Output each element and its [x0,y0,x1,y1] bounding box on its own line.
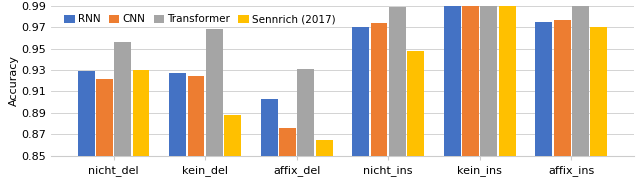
Bar [260,99,278,156]
Bar [499,5,516,156]
Bar [188,76,204,156]
Bar [572,6,589,156]
Bar [444,5,461,156]
Bar [481,2,497,156]
Bar [115,42,131,156]
Bar [77,71,95,156]
Bar [554,20,570,156]
Bar [371,23,387,156]
Legend: RNN, CNN, Transformer, Sennrich (2017): RNN, CNN, Transformer, Sennrich (2017) [62,12,337,27]
Bar [298,69,314,156]
Bar [389,7,406,156]
Bar [590,27,607,156]
Bar [279,128,296,156]
Bar [96,79,113,156]
Bar [224,115,241,156]
Bar [462,4,479,156]
Bar [536,22,552,156]
Bar [352,27,369,156]
Y-axis label: Accuracy: Accuracy [9,55,19,106]
Bar [407,51,424,156]
Bar [132,70,149,156]
Bar [206,29,223,156]
Bar [169,73,186,156]
Bar [316,140,333,156]
